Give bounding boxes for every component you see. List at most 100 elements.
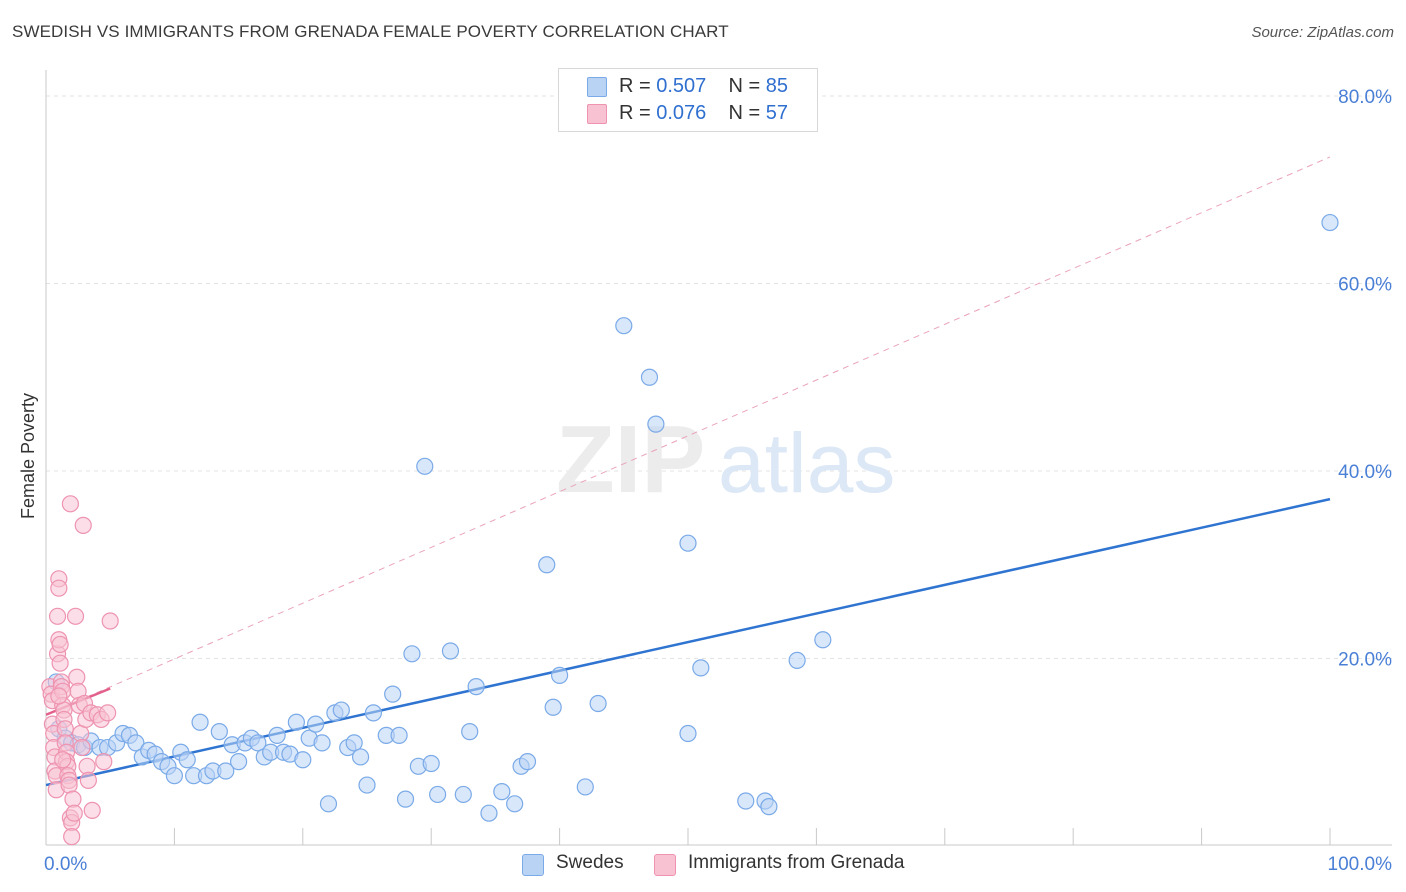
y-tick-label: 80.0% — [1338, 87, 1392, 108]
swedes-point — [191, 713, 209, 731]
swedes-point — [364, 704, 383, 722]
grenada-point — [51, 654, 69, 672]
grenada-point — [60, 776, 78, 794]
grenada-point — [65, 804, 83, 822]
swedes-point — [217, 762, 235, 780]
swedes-point — [1321, 213, 1339, 232]
swedes-legend-label: Swedes — [556, 852, 624, 873]
swedes-point — [230, 753, 248, 771]
swedes-point — [358, 776, 376, 794]
swedes-point — [493, 783, 511, 801]
grenada-point — [61, 495, 79, 513]
swedes-point — [544, 698, 562, 716]
grenada-point — [101, 612, 119, 630]
y-tick-label: 60.0% — [1338, 275, 1392, 296]
swedes-point — [422, 754, 440, 773]
swedes-point — [307, 715, 325, 733]
swedes-point — [403, 645, 421, 663]
y-tick-label: 20.0% — [1338, 650, 1392, 671]
swedes-point — [615, 317, 633, 335]
swedes-point — [441, 642, 460, 660]
swedes-point — [576, 778, 594, 796]
swedes-point — [345, 734, 363, 752]
grenada-swatch — [587, 104, 607, 124]
grenada-point — [63, 828, 81, 846]
swedes-point — [518, 753, 537, 771]
watermark: ZIP atlas — [556, 406, 895, 513]
swedes-point — [313, 734, 331, 752]
swedes-point — [287, 713, 305, 731]
swedes-point — [589, 694, 607, 713]
swedes-point — [454, 785, 472, 804]
swedes-point — [760, 798, 778, 816]
swedes-point — [640, 368, 659, 386]
grenada-point — [99, 704, 117, 722]
grenada-point — [50, 687, 68, 705]
swedes-point — [467, 678, 485, 696]
watermark-atlas: atlas — [718, 416, 895, 510]
tick-labels: 20.0% 40.0% 60.0% 80.0% 0.0% 100.0% Female Pov… — [18, 87, 1392, 875]
y-axis-title: Female Poverty — [18, 393, 38, 519]
grenada-legend-label: Immigrants from Grenada — [688, 852, 905, 873]
swedes-point — [550, 666, 569, 684]
swedes-legend-swatch — [522, 854, 544, 876]
swedes-point — [416, 457, 434, 475]
grenada-point — [74, 516, 92, 534]
grenada-trend-extended — [45, 156, 1331, 716]
swedes-point — [396, 790, 415, 808]
swedes-swatch — [587, 77, 607, 97]
grenada-point — [73, 738, 91, 757]
swedes-point — [506, 795, 524, 813]
chart-source: Source: ZipAtlas.com — [1251, 24, 1394, 41]
grenada-point — [79, 771, 97, 789]
y-tick-label: 40.0% — [1338, 462, 1392, 483]
swedes-point — [814, 631, 832, 649]
chart-title: SWEDISH VS IMMIGRANTS FROM GRENADA FEMAL… — [12, 22, 729, 41]
grid-lines — [46, 95, 1392, 659]
swedes-point — [165, 767, 183, 785]
swedes-point — [788, 651, 806, 669]
grenada-point — [50, 579, 68, 597]
swedes-point — [679, 724, 697, 743]
swedes-point — [210, 723, 228, 741]
swedes-point — [178, 751, 196, 769]
swedes-point — [268, 726, 286, 744]
axes — [45, 70, 1392, 846]
n-value: 85 — [765, 75, 789, 97]
swedes-point — [351, 748, 370, 766]
n-label: N = — [728, 75, 761, 97]
swedes-point — [480, 804, 498, 822]
swedes-point — [127, 734, 145, 752]
swedes-point — [294, 751, 312, 769]
swedes-point — [538, 556, 556, 574]
data-points — [41, 213, 1339, 846]
swedes-point — [461, 723, 479, 741]
grenada-legend-swatch — [654, 854, 676, 876]
swedes-point — [332, 701, 350, 719]
grenada-point — [95, 753, 113, 771]
n-value: 57 — [765, 102, 789, 124]
swedes-point — [737, 792, 755, 810]
grenada-point — [83, 801, 101, 819]
grenada-point — [66, 607, 85, 625]
n-label: N = — [728, 102, 761, 124]
r-value: 0.076 — [656, 102, 707, 124]
grenada-point — [54, 751, 72, 769]
r-label: R = — [619, 102, 651, 124]
stats-legend: R = 0.507 N = 85 R = 0.076 N = 57 — [558, 68, 818, 132]
x-tick-label: 0.0% — [44, 854, 87, 875]
swedes-point — [319, 795, 338, 813]
swedes-point — [679, 534, 697, 552]
watermark-zip: ZIP — [556, 406, 705, 513]
r-label: R = — [619, 75, 651, 97]
grenada-point — [51, 635, 69, 654]
swedes-point — [390, 726, 408, 744]
x-tick-label: 100.0% — [1328, 854, 1393, 875]
swedes-point — [647, 415, 665, 433]
grenada-point — [48, 607, 67, 625]
swedes-point — [692, 659, 710, 677]
swedes-point — [429, 785, 447, 804]
swedes-point — [249, 734, 267, 752]
r-value: 0.507 — [656, 75, 707, 97]
